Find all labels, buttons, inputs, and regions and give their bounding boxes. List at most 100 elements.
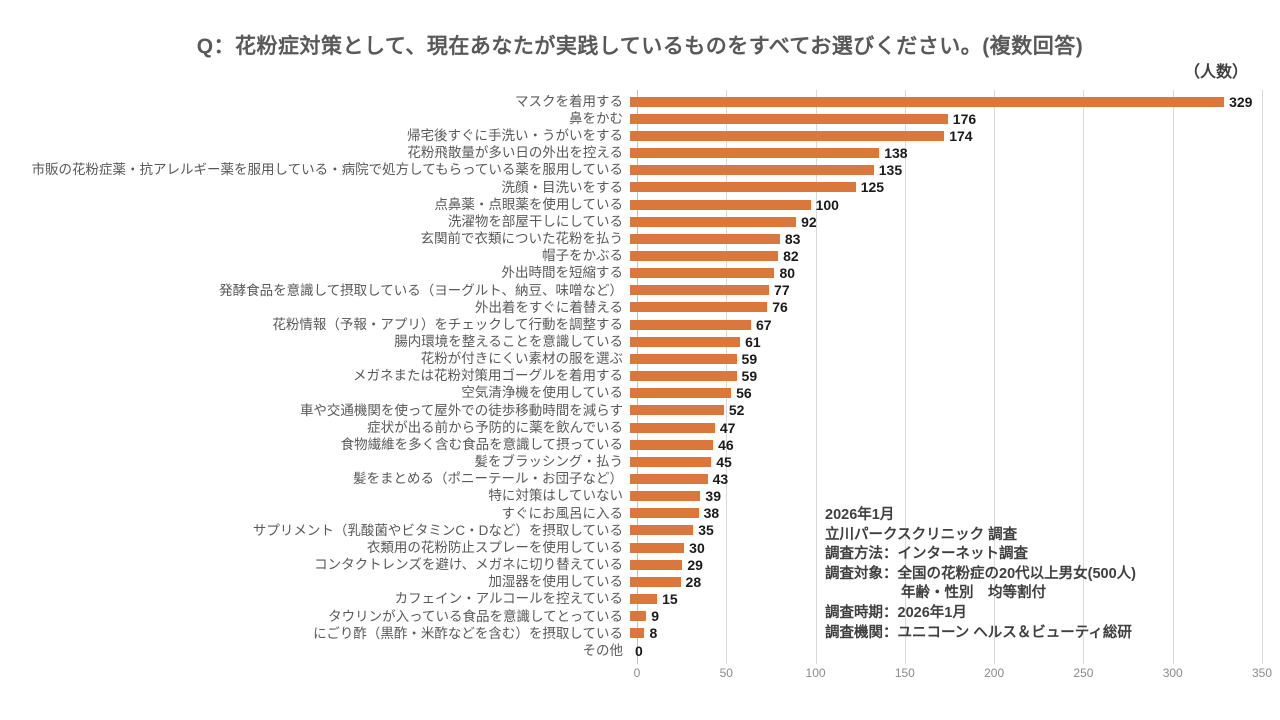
category-label: 髪をブラッシング・払う	[474, 454, 624, 470]
bar-cell: 39	[630, 488, 1262, 505]
category-label: 車や交通機関を使って屋外での徒歩移動時間を減らす	[299, 402, 623, 418]
category-label: 花粉が付きにくい素材の服を選ぶ	[420, 351, 623, 367]
bar	[630, 302, 768, 313]
bar-row: 帰宅後すぐに手洗い・うがいをする 174	[0, 127, 1262, 144]
bar-row: メガネまたは花粉対策用ゴーグルを着用する 59	[0, 368, 1262, 385]
value-label: 29	[687, 556, 703, 573]
x-tick-label: 350	[1251, 666, 1273, 680]
value-label: 15	[662, 591, 678, 608]
category-label: 花粉情報（予報・アプリ）をチェックして行動を調整する	[272, 316, 623, 332]
unit-label: （人数）	[1183, 64, 1248, 81]
category-label: 帽子をかぶる	[542, 248, 623, 264]
annotation-line: 2026年1月	[825, 507, 895, 523]
category-label: 花粉飛散量が多い日の外出を控える	[407, 145, 623, 161]
category-label: 玄関前で衣類についた花粉を払う	[420, 231, 624, 247]
x-tick-label: 0	[633, 666, 641, 680]
gridline	[1172, 90, 1174, 664]
category-label: 髪をまとめる（ポニーテール・お団子など）	[353, 471, 623, 487]
bar	[630, 491, 701, 502]
bar-row: 点鼻薬・点眼薬を使用している 100	[0, 196, 1262, 213]
bar-row: 腸内環境を整えることを意識している 61	[0, 333, 1262, 350]
value-label: 61	[745, 333, 761, 350]
category-label: にごり酢（黒酢・米酢などを含む）を摂取している	[313, 625, 623, 641]
bar	[630, 474, 708, 485]
bar-row: タウリンが入っている食品を意識してとっている 9	[0, 608, 1262, 625]
category-label: コンタクトレンズを避け、メガネに切り替えている	[314, 557, 623, 573]
bar-row: 鼻をかむ 176	[0, 110, 1262, 127]
bar-row: 車や交通機関を使って屋外での徒歩移動時間を減らす 52	[0, 402, 1262, 419]
chart-title: Q：花粉症対策として、現在あなたが実践しているものをすべてお選びください。(複数…	[196, 35, 1084, 58]
bar-cell: 138	[630, 144, 1262, 161]
value-label: 80	[779, 265, 796, 282]
value-label: 9	[651, 608, 660, 625]
bar-row: 髪をまとめる（ポニーテール・お団子など） 43	[0, 470, 1262, 487]
bar-row: 加湿器を使用している 28	[0, 573, 1262, 590]
category-label: サプリメント（乳酸菌やビタミンC・Dなど）を摂取している	[252, 522, 623, 538]
bar-row: 花粉が付きにくい素材の服を選ぶ 59	[0, 350, 1262, 367]
category-label: 空気清浄機を使用している	[461, 385, 623, 401]
category-label: 市販の花粉症薬・抗アレルギー薬を服用している・病院で処方してもらっている薬を服用…	[31, 162, 623, 178]
bar	[630, 371, 737, 382]
bar	[630, 336, 741, 347]
value-label: 329	[1229, 93, 1253, 110]
bar-cell: 8	[630, 625, 1262, 642]
bar-cell: 83	[630, 230, 1262, 247]
bar-row: 花粉情報（予報・アプリ）をチェックして行動を調整する 67	[0, 316, 1262, 333]
bar-cell: 125	[630, 179, 1262, 196]
bar-cell: 38	[630, 505, 1262, 522]
value-label: 43	[712, 471, 729, 488]
value-label: 125	[860, 179, 885, 196]
annotation-line: 年齢・性別 均等割付	[901, 585, 1046, 602]
bar-cell: 35	[630, 522, 1262, 539]
bar-cell: 28	[630, 573, 1262, 590]
survey-annotation: 2026年1月 立川パークスクリニック 調査 調査方法：インターネット調査 調査対象：…	[825, 506, 1136, 643]
bar	[630, 628, 645, 639]
value-label: 67	[755, 316, 772, 333]
category-label: 特に対策はしていない	[488, 488, 623, 504]
bar-row: 空気清浄機を使用している 56	[0, 385, 1262, 402]
bar-row: マスクを着用する 329	[0, 93, 1262, 110]
bar-cell: 59	[630, 350, 1262, 367]
value-label: 35	[698, 522, 714, 539]
bar	[630, 285, 770, 296]
bar	[630, 268, 775, 279]
bar-row: その他 0	[0, 642, 1262, 659]
bar-cell: 30	[630, 539, 1262, 556]
value-label: 135	[878, 162, 903, 179]
bar	[630, 405, 724, 416]
annotation-line: 調査機関：ユニコーン ヘルス＆ビューティ総研	[825, 624, 1132, 641]
value-label: 174	[949, 127, 973, 144]
category-label: 洗濯物を部屋干しにしている	[447, 213, 623, 229]
bar-row: にごり酢（黒酢・米酢などを含む）を摂取している 8	[0, 625, 1262, 642]
value-label: 176	[952, 110, 977, 127]
value-label: 56	[736, 385, 752, 402]
category-label: すぐにお風呂に入る	[501, 505, 624, 521]
bar	[630, 250, 779, 261]
bar-cell: 77	[630, 282, 1262, 299]
value-label: 82	[783, 247, 799, 264]
value-label: 52	[728, 402, 745, 419]
value-label: 100	[815, 196, 839, 213]
bar	[630, 165, 874, 176]
category-label: タウリンが入っている食品を意識してとっている	[328, 608, 623, 624]
bar	[630, 559, 683, 570]
bar-cell: 15	[630, 591, 1262, 608]
bar-cell: 29	[630, 556, 1262, 573]
bar-cell: 0	[630, 642, 1262, 659]
category-label: 発酵食品を意識して摂取している（ヨーグルト、納豆、味噌など）	[219, 282, 623, 298]
bar	[630, 233, 780, 244]
bar-row: 市販の花粉症薬・抗アレルギー薬を服用している・病院で処方してもらっている薬を服用…	[0, 162, 1262, 179]
bar	[630, 542, 685, 553]
value-label: 8	[649, 625, 658, 642]
bar	[630, 148, 880, 159]
bar-row: カフェイン・アルコールを控えている 15	[0, 591, 1262, 608]
bar	[630, 611, 647, 622]
bar-cell: 59	[630, 368, 1262, 385]
bar-row: 洗顔・目洗いをする 125	[0, 179, 1262, 196]
value-label: 28	[685, 573, 702, 590]
value-label: 45	[716, 453, 732, 470]
bar-row: コンタクトレンズを避け、メガネに切り替えている 29	[0, 556, 1262, 573]
bar-cell: 9	[630, 608, 1262, 625]
value-label: 76	[772, 299, 788, 316]
